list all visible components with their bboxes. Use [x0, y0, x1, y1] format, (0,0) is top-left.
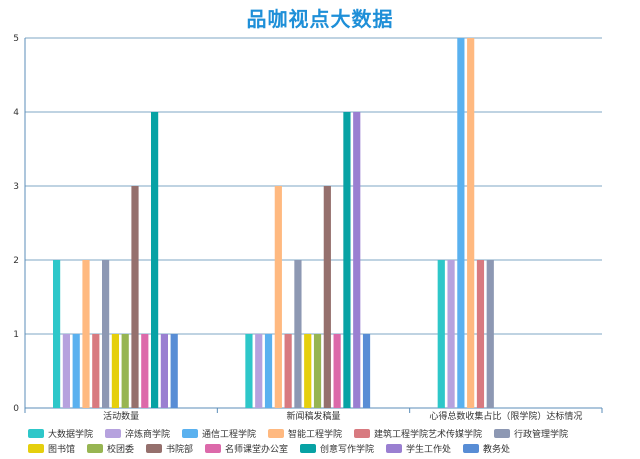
- legend-swatch[interactable]: [28, 444, 44, 453]
- legend-label[interactable]: 图书馆: [48, 443, 75, 455]
- bar[interactable]: [313, 334, 322, 408]
- bar[interactable]: [160, 334, 168, 408]
- legend-swatch[interactable]: [300, 444, 316, 453]
- legend-label[interactable]: 淬炼商学院: [125, 428, 170, 440]
- legend-label[interactable]: 名师课堂办公室: [225, 443, 288, 455]
- legend-label[interactable]: 建筑工程学院艺术传媒学院: [374, 428, 482, 440]
- x-category-label: 活动数量: [103, 410, 139, 422]
- bar[interactable]: [476, 260, 485, 408]
- legend-label[interactable]: 通信工程学院: [202, 428, 256, 440]
- bar[interactable]: [447, 260, 455, 408]
- bar[interactable]: [92, 334, 100, 408]
- chart-title: 品咖视点大数据: [246, 7, 394, 31]
- legend-swatch[interactable]: [354, 429, 370, 438]
- bar[interactable]: [53, 260, 61, 408]
- bar[interactable]: [151, 112, 159, 408]
- bar[interactable]: [343, 112, 351, 408]
- legend-swatch[interactable]: [182, 429, 198, 438]
- bar[interactable]: [284, 334, 292, 408]
- bar[interactable]: [457, 38, 465, 408]
- y-tick-label: 1: [13, 330, 19, 340]
- bar[interactable]: [486, 260, 494, 408]
- legend-swatch[interactable]: [146, 444, 162, 453]
- legend-swatch[interactable]: [105, 429, 121, 438]
- bar[interactable]: [72, 334, 80, 408]
- y-tick-label: 3: [13, 182, 19, 192]
- legend-swatch[interactable]: [268, 429, 284, 438]
- legend-label[interactable]: 书院部: [166, 443, 193, 455]
- bar[interactable]: [102, 260, 110, 408]
- bar[interactable]: [264, 334, 273, 408]
- legend-swatch[interactable]: [28, 429, 44, 438]
- bar[interactable]: [111, 334, 119, 408]
- legend-label[interactable]: 智能工程学院: [288, 428, 342, 440]
- y-tick-label: 5: [13, 34, 19, 44]
- legend-label[interactable]: 校团委: [107, 443, 134, 455]
- bar[interactable]: [170, 334, 178, 408]
- legend-label[interactable]: 创意写作学院: [320, 443, 374, 455]
- bar[interactable]: [274, 186, 282, 408]
- legend-label[interactable]: 行政管理学院: [514, 428, 568, 440]
- legend-swatch[interactable]: [386, 444, 402, 453]
- legend-swatch[interactable]: [494, 429, 510, 438]
- bar[interactable]: [245, 334, 253, 408]
- bar[interactable]: [362, 334, 371, 408]
- legend-label[interactable]: 教务处: [483, 443, 510, 455]
- bar[interactable]: [131, 186, 139, 408]
- legend-swatch[interactable]: [205, 444, 221, 453]
- bar[interactable]: [121, 334, 129, 408]
- x-category-label: 新闻稿发稿量: [286, 410, 340, 422]
- bar[interactable]: [82, 260, 90, 408]
- bar[interactable]: [141, 334, 149, 408]
- bar[interactable]: [294, 260, 302, 408]
- bar[interactable]: [353, 112, 361, 408]
- x-category-label: 心得总数收集占比（限学院）达标情况: [429, 410, 582, 422]
- bar[interactable]: [333, 334, 341, 408]
- y-tick-label: 2: [13, 256, 19, 266]
- bar[interactable]: [467, 38, 475, 408]
- legend-label[interactable]: 学生工作处: [406, 443, 451, 455]
- legend-swatch[interactable]: [87, 444, 103, 453]
- bar[interactable]: [437, 260, 445, 408]
- bar[interactable]: [62, 334, 70, 408]
- legend-label[interactable]: 大数据学院: [48, 428, 93, 440]
- bar[interactable]: [304, 334, 312, 408]
- bar[interactable]: [323, 186, 331, 408]
- y-tick-label: 0: [13, 404, 19, 414]
- bar[interactable]: [255, 334, 263, 408]
- y-tick-label: 4: [13, 108, 19, 118]
- legend-swatch[interactable]: [463, 444, 479, 453]
